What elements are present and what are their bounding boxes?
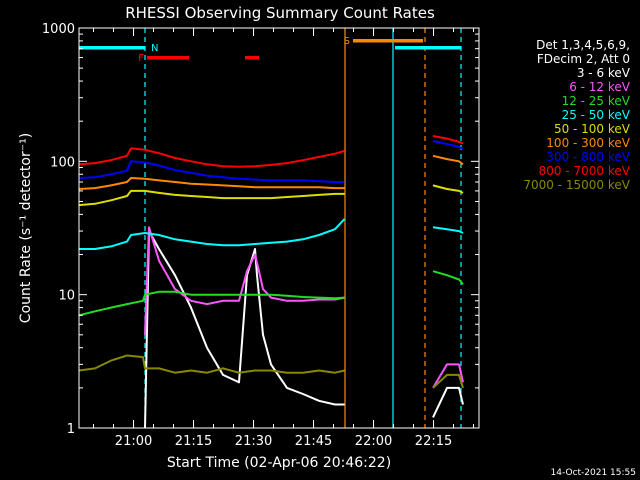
flag-label-3: S [344, 36, 350, 47]
x-tick-label-2: 21:30 [235, 434, 272, 449]
legend-entry-6: 300 - 800 keV [546, 150, 630, 164]
plot-frame [78, 27, 480, 429]
legend-entry-1: 6 - 12 keV [569, 80, 631, 94]
flag-bar-4 [395, 46, 461, 50]
legend-header-1: FDecim 2, Att 0 [537, 52, 630, 66]
chart-title: RHESSI Observing Summary Count Rates [125, 4, 435, 22]
y-tick-label-2: 100 [50, 155, 75, 170]
flag-bar-2 [245, 56, 259, 60]
flag-bar-1 [147, 56, 189, 60]
flag-bar-3 [353, 39, 423, 43]
x-tick-label-0: 21:00 [115, 434, 152, 449]
legend: Det 1,3,4,5,6,9,FDecim 2, Att 03 - 6 keV… [523, 38, 630, 192]
legend-entry-5: 100 - 300 keV [546, 136, 630, 150]
legend-entry-8: 7000 - 15000 keV [523, 178, 630, 192]
series-line-1 [144, 226, 464, 389]
x-tick-label-1: 21:15 [175, 434, 212, 449]
series-line-5 [79, 154, 464, 190]
footer-date: 14-Oct-2021 15:55 [551, 468, 636, 478]
x-tick-label-5: 22:15 [415, 434, 452, 449]
plot-area: NF S [79, 28, 464, 428]
series-line-7 [79, 135, 464, 168]
legend-entry-4: 50 - 100 keV [554, 122, 631, 136]
x-axis-label: Start Time (02-Apr-06 20:46:22) [167, 455, 391, 471]
series-line-2 [79, 270, 464, 317]
y-tick-label-3: 1000 [42, 22, 75, 37]
flag-bar-0 [79, 46, 145, 50]
series-line-4 [79, 184, 464, 207]
series-line-8 [79, 354, 464, 389]
y-tick-label-0: 1 [67, 422, 75, 437]
y-axis-label: Count Rate (s⁻¹ detector⁻¹) [18, 133, 34, 323]
legend-entry-3: 25 - 50 keV [562, 108, 631, 122]
y-tick-label-1: 10 [58, 289, 75, 304]
axes: 1 10 100 1000 21:00 21:15 21:30 21:45 22:00 22:15 [42, 22, 479, 449]
series-line-6 [79, 140, 464, 183]
legend-entry-2: 12 - 25 keV [562, 94, 631, 108]
x-tick-label-3: 21:45 [295, 434, 332, 449]
legend-entry-7: 800 - 7000 keV [539, 164, 631, 178]
flag-label-0: N [151, 43, 158, 54]
flag-label-1: F [138, 53, 144, 64]
x-tick-label-4: 22:00 [355, 434, 392, 449]
legend-entry-0: 3 - 6 keV [577, 66, 631, 80]
legend-header-0: Det 1,3,4,5,6,9, [536, 38, 630, 52]
series-line-3 [79, 218, 464, 250]
